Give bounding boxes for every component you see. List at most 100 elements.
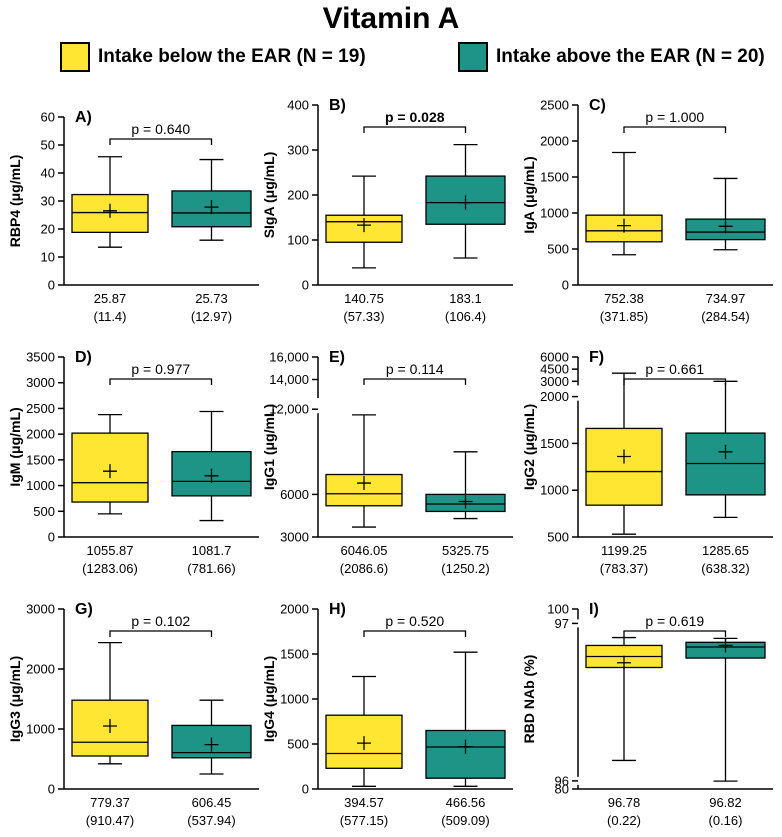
panel-1-y-axis-label: RBP4 (μg/mL) (7, 155, 23, 248)
panel-9-above-iqr-label: (0.16) (709, 813, 743, 828)
panel-8-y-axis-label: IgG4 (μg/mL) (261, 656, 277, 742)
panel-8-y-tick-label: 1000 (280, 692, 309, 707)
panel-2-y-tick-label: 300 (287, 143, 309, 158)
panel-3-y-tick-label: 0 (562, 278, 569, 293)
panel-4-y-tick-label: 3500 (26, 350, 55, 365)
panel-1-below-median-label: 25.87 (94, 291, 127, 306)
panel-5-y-tick-label: 12,000 (269, 402, 309, 417)
panel-7-above-mean-marker (204, 737, 219, 752)
panel-5-significance-bracket (363, 378, 467, 385)
panel-6-y-axis-label: IgG2 (μg/mL) (521, 404, 537, 490)
panel-7-below-median-label: 779.37 (90, 795, 130, 810)
panel-2-below-iqr-label: (57.33) (343, 309, 384, 324)
panel-1-y-tick-label: 40 (41, 166, 55, 181)
panel-1-below-iqr-label: (11.4) (94, 309, 127, 324)
panel-8-significance-bracket (363, 630, 467, 637)
panel-6-above-mean-marker (718, 444, 733, 459)
panel-4-above-median-label: 1081.7 (192, 543, 232, 558)
panel-5-panel-letter: E) (329, 349, 345, 366)
panel-1-y-tick-label: 60 (41, 110, 55, 125)
panel-3-below-iqr-label: (371.85) (600, 309, 648, 324)
panel-8-y-tick-label: 0 (302, 782, 309, 797)
panel-7-panel-letter: G) (75, 601, 93, 618)
panel-5-below-mean-marker (357, 476, 371, 491)
panel-5-above-median-label: 5325.75 (442, 543, 489, 558)
panel-2-below-median-label: 140.75 (344, 291, 384, 306)
panel-3-y-tick-label: 2000 (540, 134, 569, 149)
panel-9-below-iqr-label: (0.22) (607, 813, 641, 828)
panel-5-y-tick-label: 3000 (280, 530, 309, 545)
panel-6-significance-bracket (623, 378, 727, 385)
panel-4-y-tick-label: 0 (48, 530, 55, 545)
panel-8-below-mean-marker (357, 736, 371, 751)
panel-9-above-mean-marker (718, 638, 733, 653)
panel-9-y-tick-label: 96 (555, 773, 569, 788)
legend-swatch-yellow (60, 42, 90, 72)
panel-4-y-axis-label: IgM (μg/mL) (7, 407, 23, 486)
panel-3-significance-bracket (623, 126, 727, 133)
panel-5-above-iqr-label: (1250.2) (441, 561, 489, 576)
panel-9-below-mean-marker (617, 655, 631, 670)
panel-5-y-tick-label: 16,000 (269, 350, 309, 365)
panel-3-y-tick-label: 1500 (540, 170, 569, 185)
legend-label-below-ear: Intake below the EAR (N = 19) (98, 46, 366, 67)
panel-1-panel-letter: A) (75, 109, 92, 126)
panel-6-below-box (585, 427, 663, 506)
panel-2-y-tick-label: 100 (287, 233, 309, 248)
panel-9-y-tick-label: 80 (555, 782, 569, 797)
panel-7-above-median-label: 606.45 (192, 795, 232, 810)
panel-3-below-mean-marker (617, 218, 631, 233)
panel-3-y-axis-label: IgA (μg/mL) (521, 156, 537, 233)
panel-5-y-tick-label: 14,000 (269, 372, 309, 387)
panel-6-panel-letter: F) (589, 349, 604, 366)
panel-1-significance-bracket (109, 138, 213, 145)
panel-6-y-tick-label: 3000 (540, 374, 569, 389)
panel-4-below-mean-marker (103, 464, 117, 479)
panel-7-y-tick-label: 1000 (26, 722, 55, 737)
panel-8-below-median-label: 394.57 (344, 795, 384, 810)
panel-8-above-iqr-label: (509.09) (441, 813, 489, 828)
panel-5-above-mean-marker (458, 494, 473, 509)
panel-4-below-median-label: 1055.87 (87, 543, 134, 558)
panel-8-above-median-label: 466.56 (446, 795, 486, 810)
panel-4-panel-letter: D) (75, 349, 92, 366)
panel-8-p-value: p = 0.520 (385, 613, 444, 629)
panel-9-panel-letter: I) (589, 601, 599, 618)
panel-4-y-tick-label: 3000 (26, 375, 55, 390)
panel-9-y-tick-label: 100 (547, 602, 569, 617)
panel-6-y-tick-label: 1000 (540, 483, 569, 498)
panel-4-y-tick-label: 2000 (26, 427, 55, 442)
panel-1-above-mean-marker (204, 200, 219, 215)
panel-3-panel-letter: C) (589, 97, 606, 114)
panel-5-below-iqr-label: (2086.6) (340, 561, 388, 576)
panel-8-y-tick-label: 500 (287, 737, 309, 752)
panel-8-below-iqr-label: (577.15) (340, 813, 388, 828)
panel-8-above-mean-marker (458, 739, 473, 754)
panel-4-above-mean-marker (204, 468, 219, 483)
panel-3-y-tick-label: 1000 (540, 206, 569, 221)
panel-4-p-value: p = 0.977 (131, 361, 190, 377)
panel-3-above-mean-marker (718, 219, 733, 234)
panel-4-y-tick-label: 1500 (26, 452, 55, 467)
panel-8-y-tick-label: 1500 (280, 647, 309, 662)
panel-2-panel-letter: B) (329, 97, 346, 114)
panel-6-above-iqr-label: (638.32) (701, 561, 749, 576)
panel-3-above-iqr-label: (284.54) (701, 309, 749, 324)
panel-2-y-axis-label: SIgA (μg/mL) (261, 152, 277, 239)
panel-1-p-value: p = 0.640 (131, 121, 190, 137)
panel-7-y-axis-label: IgG3 (μg/mL) (7, 656, 23, 742)
panel-9-below-median-label: 96.78 (608, 795, 641, 810)
panel-7-y-tick-label: 2000 (26, 662, 55, 677)
panel-7-above-iqr-label: (537.94) (187, 813, 235, 828)
panel-2-above-iqr-label: (106.4) (445, 309, 486, 324)
panel-8-panel-letter: H) (329, 601, 346, 618)
panel-6-y-tick-label: 1500 (540, 436, 569, 451)
panel-6-below-iqr-label: (783.37) (600, 561, 648, 576)
panel-6-y-tick-label: 4500 (540, 362, 569, 377)
legend-item-above-ear: Intake above the EAR (N = 20) (458, 40, 765, 74)
panel-7-below-mean-marker (103, 719, 117, 733)
panel-6-below-mean-marker (617, 449, 631, 464)
panel-7-p-value: p = 0.102 (131, 613, 190, 629)
panel-3-below-median-label: 752.38 (604, 291, 644, 306)
